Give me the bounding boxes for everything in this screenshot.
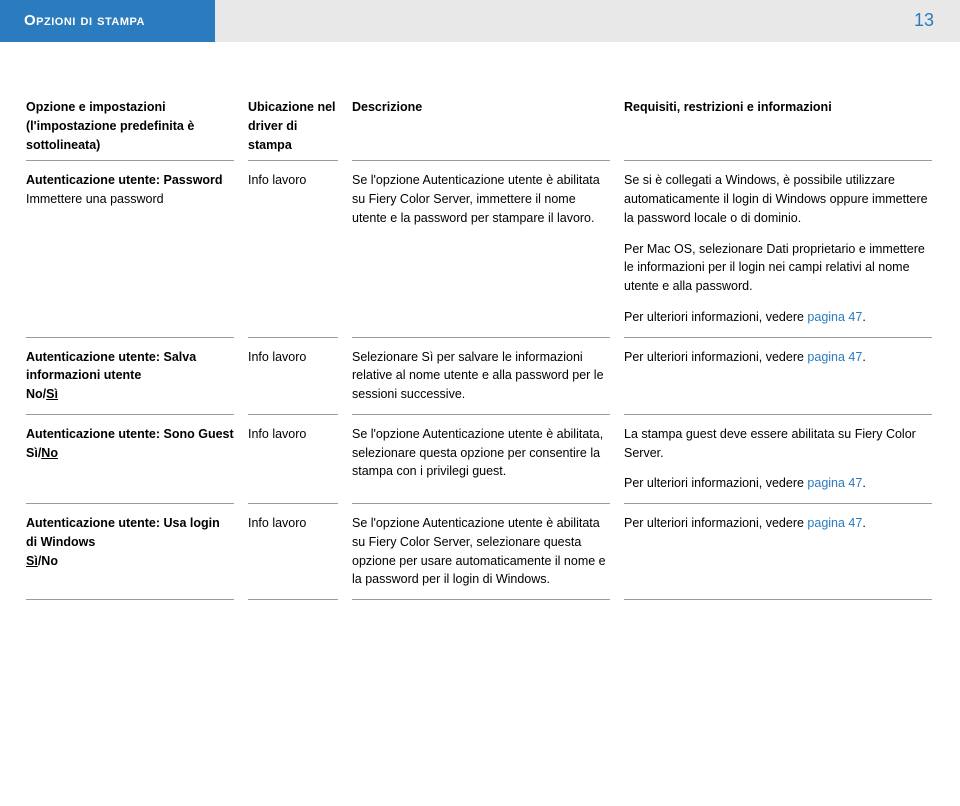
table-row: Autenticazione utente: Salva informazion… [26, 338, 234, 415]
header-gray-band: 13 [215, 0, 960, 42]
table-row: Autenticazione utente: Sono Guest Sì/No [26, 415, 234, 504]
option-requirements: Se si è collegati a Windows, è possibile… [624, 161, 932, 337]
col-header-location: Ubicazione nel driver di stampa [248, 98, 338, 161]
req-text: Per ulteriori informazioni, vedere [624, 310, 807, 324]
opt-no: No [41, 554, 58, 568]
req-text: . [862, 516, 865, 530]
opt-no: No [26, 387, 43, 401]
col-header-description: Descrizione [352, 98, 610, 161]
option-location: Info lavoro [248, 338, 338, 415]
req-paragraph: Per ulteriori informazioni, vedere pagin… [624, 308, 932, 327]
opt-default: No [41, 446, 58, 460]
page-link[interactable]: pagina 47 [807, 516, 862, 530]
opt-si: Sì [26, 446, 38, 460]
col-header-requirements: Requisiti, restrizioni e informazioni [624, 98, 932, 161]
option-name: Autenticazione utente: Sono Guest [26, 425, 234, 444]
option-requirements: Per ulteriori informazioni, vedere pagin… [624, 504, 932, 600]
option-description: Selezionare Sì per salvare le informazio… [352, 338, 610, 415]
page-link[interactable]: pagina 47 [807, 350, 862, 364]
option-requirements: Per ulteriori informazioni, vedere pagin… [624, 338, 932, 415]
option-name: Autenticazione utente: Salva informazion… [26, 348, 234, 386]
col-header-option: Opzione e impostazioni (l'impostazione p… [26, 98, 234, 161]
option-setting: Immettere una password [26, 190, 234, 209]
req-text: . [862, 350, 865, 364]
req-paragraph: Per Mac OS, selezionare Dati proprietari… [624, 240, 932, 296]
req-text: . [862, 310, 865, 324]
opt-default: Sì [46, 387, 58, 401]
page-number: 13 [914, 10, 934, 31]
page-header: Opzioni di stampa 13 [0, 0, 960, 42]
req-paragraph: La stampa guest deve essere abilitata su… [624, 425, 932, 463]
table-row: Autenticazione utente: Password Immetter… [26, 161, 234, 337]
req-paragraph: Per ulteriori informazioni, vedere pagin… [624, 474, 932, 493]
option-location: Info lavoro [248, 161, 338, 337]
req-text: Per ulteriori informazioni, vedere [624, 350, 807, 364]
option-location: Info lavoro [248, 504, 338, 600]
option-setting: Sì/No [26, 552, 234, 571]
section-title: Opzioni di stampa [0, 0, 215, 42]
option-name: Autenticazione utente: Password [26, 171, 234, 190]
req-paragraph: Se si è collegati a Windows, è possibile… [624, 171, 932, 227]
option-description: Se l'opzione Autenticazione utente è abi… [352, 161, 610, 337]
page-link[interactable]: pagina 47 [807, 310, 862, 324]
options-table: Opzione e impostazioni (l'impostazione p… [26, 98, 934, 600]
table-row: Autenticazione utente: Usa login di Wind… [26, 504, 234, 600]
option-description: Se l'opzione Autenticazione utente è abi… [352, 415, 610, 504]
req-text: Per ulteriori informazioni, vedere [624, 516, 807, 530]
option-description: Se l'opzione Autenticazione utente è abi… [352, 504, 610, 600]
req-text: Per ulteriori informazioni, vedere [624, 476, 807, 490]
option-setting: Sì/No [26, 444, 234, 463]
option-setting: No/Sì [26, 385, 234, 404]
req-text: . [862, 476, 865, 490]
option-requirements: La stampa guest deve essere abilitata su… [624, 415, 932, 504]
content-area: Opzione e impostazioni (l'impostazione p… [0, 42, 960, 600]
page-link[interactable]: pagina 47 [807, 476, 862, 490]
option-name: Autenticazione utente: Usa login di Wind… [26, 514, 234, 552]
opt-default: Sì [26, 554, 38, 568]
option-location: Info lavoro [248, 415, 338, 504]
